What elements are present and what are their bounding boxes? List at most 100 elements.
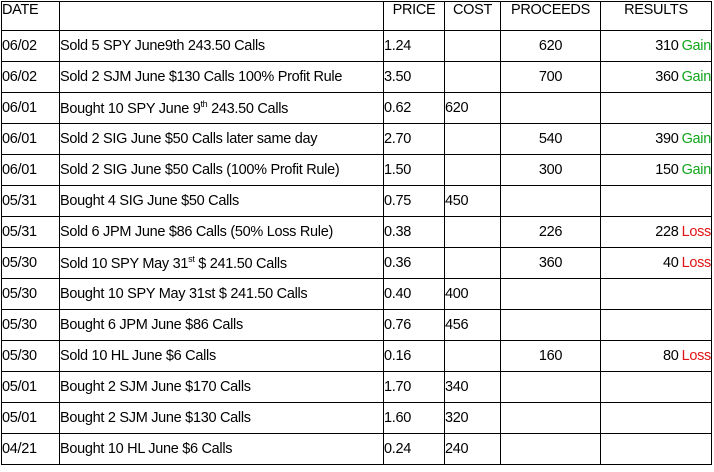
cell-price: 1.60 (383, 402, 445, 434)
cell-result (600, 371, 712, 403)
table-row: 05/30 Sold 10 SPY May 31st $ 241.50 Calls… (1, 247, 712, 279)
cell-date: 05/31 (1, 216, 60, 248)
cell-result: 360 Gain (600, 61, 712, 93)
table-row: 05/30 Bought 6 JPM June $86 Calls 0.76 456 (1, 309, 712, 341)
cell-date: 06/01 (1, 154, 60, 186)
ordinal-suffix: st (188, 254, 195, 265)
table-row: 06/01 Sold 2 SIG June $50 Calls (100% Pro… (1, 154, 712, 186)
header-description (59, 1, 384, 31)
cell-price: 0.24 (383, 433, 445, 465)
result-amount: 390 (655, 131, 679, 147)
table-row: 06/02 Sold 2 SJM June $130 Calls 100% Pro… (1, 61, 712, 93)
table-row: 05/30 Bought 10 SPY May 31st $ 241.50 Cal… (1, 278, 712, 310)
cell-date: 06/01 (1, 92, 60, 124)
cell-description: Bought 2 SJM June $170 Calls (59, 371, 384, 403)
cell-description: Bought 4 SIG June $50 Calls (59, 185, 384, 217)
cell-proceeds: 226 (500, 216, 601, 248)
cell-description: Sold 2 SIG June $50 Calls (100% Profit R… (59, 154, 384, 186)
loss-label: Loss (681, 348, 711, 364)
cell-proceeds (500, 185, 601, 217)
header-date: DATE (1, 1, 60, 31)
trade-rows: 06/02 Sold 5 SPY June9th 243.50 Calls 1.24… (1, 30, 712, 465)
cell-result: 40 Loss (600, 247, 712, 279)
cell-cost (444, 340, 501, 372)
table-row: 06/02 Sold 5 SPY June9th 243.50 Calls 1.24… (1, 30, 712, 62)
cell-result: 310 Gain (600, 30, 712, 62)
header-proceeds: PROCEEDS (500, 1, 601, 31)
cell-description: Bought 2 SJM June $130 Calls (59, 402, 384, 434)
table-row: 05/01 Bought 2 SJM June $170 Calls 1.70 340 (1, 371, 712, 403)
cell-cost (444, 216, 501, 248)
description-text: Sold 10 SPY May 31 (60, 255, 189, 272)
cell-price: 2.70 (383, 123, 445, 155)
cell-price: 1.24 (383, 30, 445, 62)
cell-description: Sold 10 HL June $6 Calls (59, 340, 384, 372)
cell-proceeds: 700 (500, 61, 601, 93)
cell-description: Bought 10 HL June $6 Calls (59, 433, 384, 465)
cell-description: Bought 10 SPY June 9th 243.50 Calls (59, 92, 384, 124)
cell-result (600, 433, 712, 465)
gain-label: Gain (681, 162, 711, 178)
cell-result: 390 Gain (600, 123, 712, 155)
cell-date: 04/21 (1, 433, 60, 465)
cell-cost: 340 (444, 371, 501, 403)
table-row: 05/30 Sold 10 HL June $6 Calls 0.16 160 80 Lo… (1, 340, 712, 372)
cell-description: Sold 10 SPY May 31st $ 241.50 Calls (59, 247, 384, 279)
description-text-rest: $ 241.50 Calls (194, 255, 287, 272)
table-row: 05/01 Bought 2 SJM June $130 Calls 1.60 320 (1, 402, 712, 434)
result-amount: 360 (655, 69, 679, 85)
gain-label: Gain (681, 131, 711, 147)
gain-label: Gain (681, 69, 711, 85)
cell-cost (444, 154, 501, 186)
cell-proceeds: 160 (500, 340, 601, 372)
cell-proceeds (500, 92, 601, 124)
cell-cost: 320 (444, 402, 501, 434)
cell-price: 1.50 (383, 154, 445, 186)
cell-date: 05/31 (1, 185, 60, 217)
cell-cost: 456 (444, 309, 501, 341)
cell-date: 05/01 (1, 371, 60, 403)
result-amount: 228 (655, 224, 679, 240)
cell-cost: 400 (444, 278, 501, 310)
cell-result: 150 Gain (600, 154, 712, 186)
cell-proceeds (500, 433, 601, 465)
cell-price: 0.38 (383, 216, 445, 248)
description-text-rest: 243.50 Calls (207, 100, 289, 117)
cell-result (600, 309, 712, 341)
cell-proceeds: 300 (500, 154, 601, 186)
table-row: 06/01 Sold 2 SIG June $50 Calls later sam… (1, 123, 712, 155)
cell-date: 05/30 (1, 309, 60, 341)
cell-date: 05/01 (1, 402, 60, 434)
trade-log-table: DATE PRICE COST PROCEEDS RESULTS 06/02 So… (1, 1, 712, 465)
cell-cost (444, 61, 501, 93)
cell-price: 0.62 (383, 92, 445, 124)
result-amount: 310 (655, 38, 679, 54)
cell-proceeds: 540 (500, 123, 601, 155)
cell-description: Sold 2 SIG June $50 Calls later same day (59, 123, 384, 155)
cell-price: 0.75 (383, 185, 445, 217)
gain-label: Gain (681, 38, 711, 54)
cell-cost (444, 123, 501, 155)
cell-price: 0.16 (383, 340, 445, 372)
cell-proceeds (500, 278, 601, 310)
table-row: 05/31 Sold 6 JPM June $86 Calls (50% Loss… (1, 216, 712, 248)
result-amount: 80 (663, 348, 679, 364)
cell-price: 0.76 (383, 309, 445, 341)
cell-price: 0.36 (383, 247, 445, 279)
ordinal-suffix: th (200, 99, 208, 110)
cell-date: 06/02 (1, 61, 60, 93)
cell-price: 3.50 (383, 61, 445, 93)
cell-date: 05/30 (1, 247, 60, 279)
cell-result (600, 278, 712, 310)
cell-proceeds (500, 371, 601, 403)
cell-result (600, 185, 712, 217)
header-row: DATE PRICE COST PROCEEDS RESULTS (1, 1, 712, 31)
header-cost: COST (444, 1, 501, 31)
result-amount: 40 (663, 255, 679, 271)
cell-date: 06/02 (1, 30, 60, 62)
cell-cost (444, 30, 501, 62)
table-row: 06/01 Bought 10 SPY June 9th 243.50 Calls… (1, 92, 712, 124)
cell-proceeds (500, 402, 601, 434)
header-price: PRICE (383, 1, 445, 31)
cell-date: 06/01 (1, 123, 60, 155)
